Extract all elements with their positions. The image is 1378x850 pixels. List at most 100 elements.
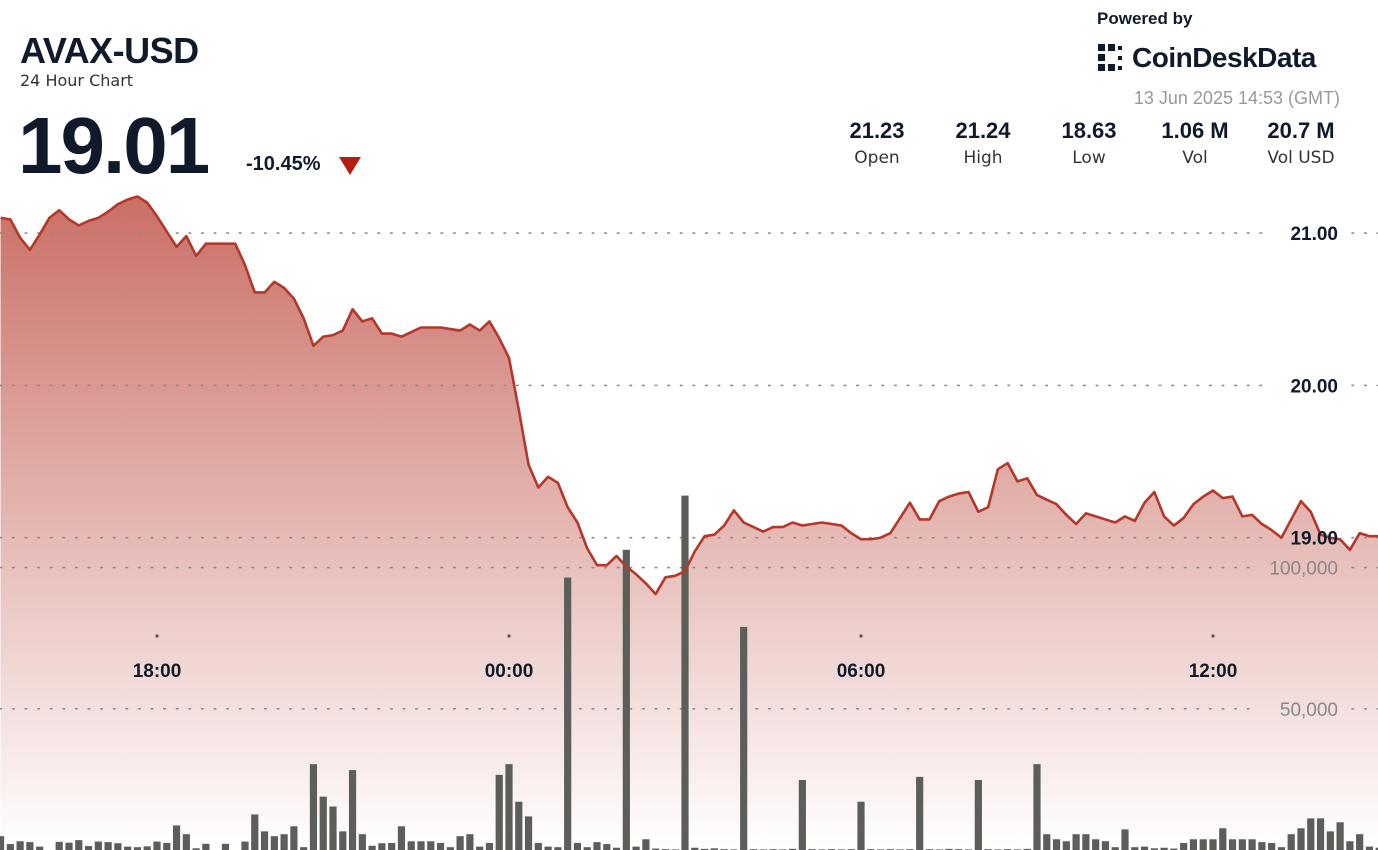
- volume-bar: [515, 801, 523, 850]
- y2-tick-label: 100,000: [1269, 559, 1338, 580]
- volume-bar: [583, 847, 591, 850]
- subtitle: 24 Hour Chart: [20, 71, 134, 90]
- volume-bar: [348, 770, 357, 850]
- volume-bar: [798, 779, 806, 850]
- volume-bar: [407, 841, 415, 850]
- volume-bar: [1101, 841, 1110, 850]
- stat: 20.7 M Vol USD: [1246, 118, 1356, 168]
- volume-bar: [260, 831, 269, 850]
- volume-bar: [241, 841, 249, 850]
- bar-layer: [0, 495, 1378, 850]
- volume-bar: [378, 843, 386, 850]
- x-tick-mark: [859, 634, 863, 638]
- stat: 1.06 M Vol: [1140, 118, 1250, 168]
- x-tick-mark: [1211, 634, 1215, 638]
- y-tick-label: 21.00: [1290, 224, 1338, 245]
- stat-value: 21.23: [849, 118, 905, 143]
- volume-bar: [1258, 842, 1266, 850]
- stat: 21.23 Open: [822, 118, 932, 168]
- volume-bar: [84, 846, 93, 850]
- volume-bar: [1287, 834, 1295, 850]
- volume-bar: [1033, 764, 1041, 850]
- y2-tick-label: 50,000: [1280, 700, 1338, 721]
- volume-bar: [632, 846, 640, 850]
- volume-bar: [290, 826, 298, 850]
- volume-bar: [65, 842, 73, 850]
- volume-bar: [221, 843, 230, 850]
- volume-bar: [593, 842, 601, 850]
- volume-bar: [691, 847, 699, 850]
- price-area: [0, 196, 1378, 850]
- volume-bar: [1140, 846, 1149, 850]
- volume-bar: [554, 847, 562, 850]
- volume-bar: [1111, 847, 1119, 850]
- volume-bar: [1121, 829, 1129, 850]
- volume-bar: [1238, 839, 1246, 850]
- area-layer: [0, 196, 1378, 850]
- volume-bar: [1326, 831, 1334, 850]
- volume-bar: [1092, 839, 1100, 850]
- volume-bar: [1052, 839, 1061, 850]
- title: AVAX-USD: [20, 30, 199, 71]
- volume-bar: [1023, 848, 1031, 850]
- volume-bar: [133, 847, 142, 850]
- volume-bar: [1160, 847, 1168, 850]
- volume-bar: [681, 495, 689, 850]
- volume-bar: [36, 846, 44, 850]
- volume-bar: [143, 846, 151, 850]
- volume-bar: [1346, 841, 1354, 850]
- volume-bar: [192, 848, 200, 850]
- volume-bar: [300, 847, 308, 850]
- volume-bar: [339, 831, 347, 850]
- volume-bar: [202, 843, 210, 850]
- volume-bar: [163, 842, 171, 850]
- volume-bar: [182, 834, 190, 850]
- volume-bar: [1189, 839, 1198, 850]
- stat-label: High: [963, 148, 1003, 168]
- stat-value: 1.06 M: [1161, 118, 1229, 143]
- volume-bar: [564, 577, 572, 850]
- volume-bar: [700, 848, 709, 850]
- volume-bar: [1365, 846, 1374, 850]
- volume-bar: [427, 841, 435, 850]
- volume-bar: [436, 842, 445, 850]
- volume-bar: [1356, 834, 1364, 850]
- volume-bar: [153, 841, 161, 850]
- stat: 21.24 High: [928, 118, 1038, 168]
- volume-bar: [1209, 839, 1217, 850]
- volume-bar: [1170, 848, 1178, 850]
- x-tick-label: 18:00: [133, 661, 182, 682]
- volume-bar: [94, 841, 102, 850]
- volume-bar: [1316, 818, 1325, 850]
- volume-bar: [573, 842, 582, 850]
- stat-label: Low: [1072, 148, 1106, 168]
- label-layer: 19.00 20.00 21.00 50,000 100,000 18:00 00:00 06…: [133, 224, 1338, 721]
- powered-by: Powered by: [1097, 9, 1193, 28]
- volume-bar: [1307, 818, 1315, 850]
- volume-bar: [740, 626, 748, 850]
- volume-bar: [309, 764, 318, 850]
- volume-bar: [544, 846, 552, 850]
- volume-bar: [612, 847, 621, 850]
- volume-bar: [1199, 839, 1207, 850]
- volume-bar: [495, 774, 503, 850]
- volume-bar: [652, 848, 660, 850]
- volume-bar: [485, 842, 494, 850]
- volume-bar: [505, 764, 513, 850]
- stat-value: 20.7 M: [1267, 118, 1335, 143]
- volume-bar: [280, 834, 288, 850]
- grid-layer: [0, 232, 1378, 710]
- volume-bar: [446, 847, 454, 850]
- volume-bar: [1062, 841, 1070, 850]
- volume-bar: [1180, 842, 1188, 850]
- x-tick-mark: [155, 634, 159, 638]
- volume-bar: [75, 840, 83, 850]
- volume-bar: [916, 776, 924, 850]
- volume-bar: [358, 834, 366, 850]
- volume-bar: [456, 836, 464, 850]
- volume-bar: [114, 843, 122, 850]
- volume-bar: [945, 848, 953, 850]
- volume-bar: [319, 796, 327, 850]
